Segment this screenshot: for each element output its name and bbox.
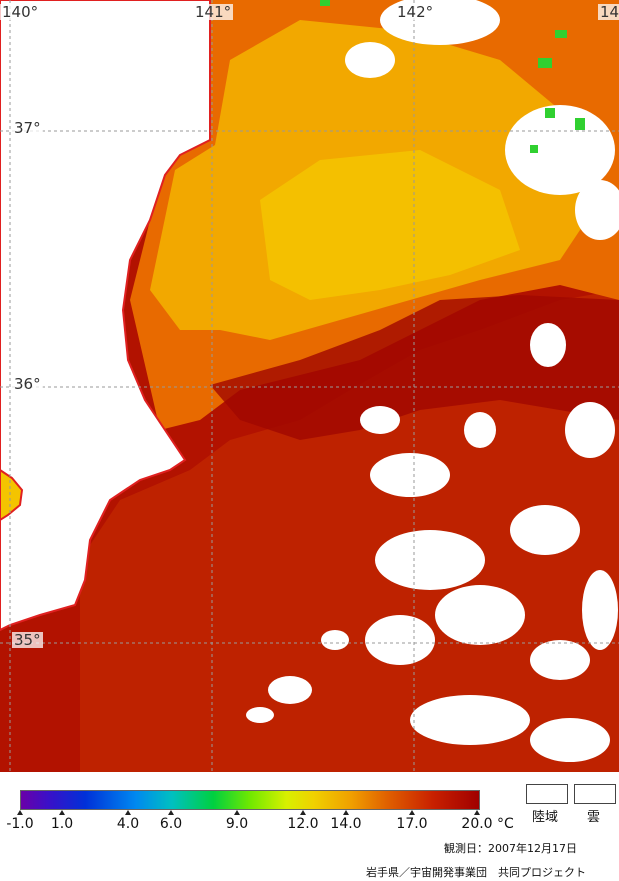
colorbar-tick-label: 1.0 [50,816,74,832]
colorbar-tick-label: -1.0 [6,816,34,832]
colorbar-tick [343,810,349,815]
longitude-label-143: 143° [598,4,619,20]
colorbar-tick [409,810,415,815]
land-key-label: 陸域 [532,810,559,825]
colorbar-tick-label: 12.0 [287,816,319,832]
longitude-label-140: 140° [0,3,41,21]
colorbar-tick [168,810,174,815]
land-key-swatch [526,784,568,804]
coolest-water-region [260,150,520,300]
cloud-key-label: 雲 [587,810,601,825]
colorbar-tick-label: 14.0 [330,816,362,832]
cloud-key-swatch [574,784,616,804]
colorbar-tick-label: 9.0 [225,816,249,832]
credit-line: 岩手県／宇宙開発事業団 共同プロジェクト [366,866,586,879]
colorbar-tick [59,810,65,815]
cloud-cover [246,0,619,762]
longitude-label-142: 142° [395,3,436,21]
colorbar-tick [17,810,23,815]
colorbar-tick-label: 4.0 [116,816,140,832]
land-honshu [0,0,211,632]
colorbar-tick-label: 6.0 [159,816,183,832]
temperature-unit: °C [497,816,514,832]
latitude-label-35: 35° [12,631,43,649]
temperature-colorbar [20,790,480,810]
observation-date: 観測日：2007年12月17日 [444,842,577,855]
latitude-label-37: 37° [12,119,43,137]
sea-surface-temperature-map [0,0,619,772]
colorbar-tick [234,810,240,815]
latitude-label-36: 36° [12,375,43,393]
land-peninsula-west [0,468,24,522]
colorbar-tick [474,810,480,815]
longitude-label-141: 141° [193,3,234,21]
cold-water-patches [320,0,585,153]
graticule [0,0,619,772]
mid-temperature-band [80,290,619,772]
colorbar-tick [125,810,131,815]
colorbar-tick [300,810,306,815]
colorbar-tick-label: 17.0 [396,816,428,832]
colorbar-tick-label: 20.0 [461,816,493,832]
